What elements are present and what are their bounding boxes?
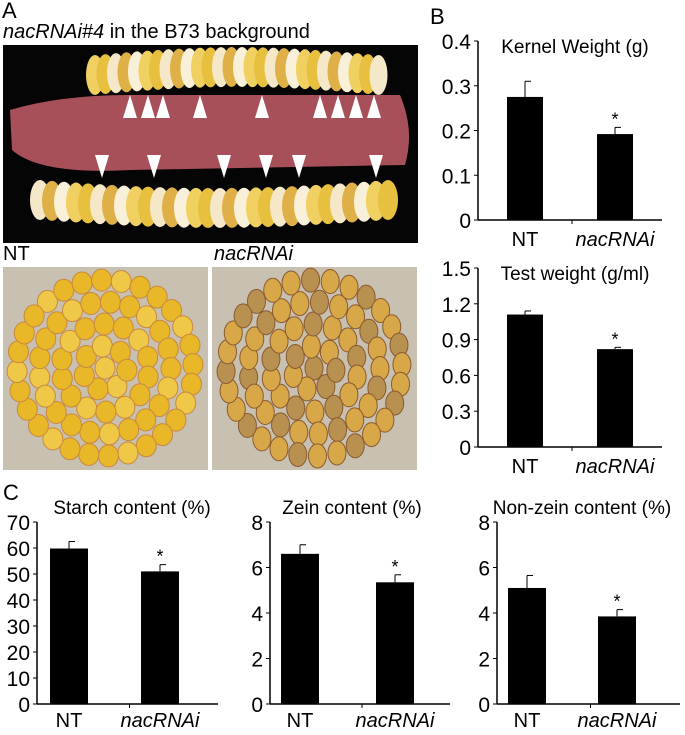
y-tick-label: 0.9 — [442, 330, 471, 353]
y-tick-label: 4 — [478, 603, 490, 626]
x-tick-label: nacRNAi — [578, 710, 657, 732]
y-tick-label: 2 — [478, 649, 490, 672]
chart-0: Kernel Weight (g) 0 0.1 0.2 0.3 0.4 NT * nacRNAi — [442, 31, 662, 251]
chart-1: Test weight (g/ml) 0 0.3 0.6 0.9 1.2 1.5 NT * nac… — [442, 258, 662, 478]
arrowhead-marker — [147, 155, 161, 178]
arrowhead-marker — [156, 95, 170, 118]
arrowhead-marker — [259, 155, 273, 178]
bar-nacRNAi — [141, 571, 179, 704]
bar-nacRNAi — [598, 616, 636, 704]
nacrnai-kernels-photo — [212, 267, 417, 470]
y-tick-label: 20 — [7, 642, 30, 665]
y-tick-label: 40 — [7, 590, 30, 613]
significance-marker: * — [611, 109, 618, 129]
arrowhead-marker — [141, 95, 155, 118]
x-tick-label: NT — [287, 710, 314, 732]
arrowhead-marker — [193, 95, 207, 118]
panel-a-title-italic: nacRNAi#4 — [3, 21, 105, 43]
y-tick-label: 10 — [7, 668, 30, 691]
bar-NT — [508, 587, 546, 704]
arrowhead-marker — [95, 155, 109, 178]
x-tick-label: nacRNAi — [121, 710, 200, 732]
panel-label-a: A — [2, 0, 17, 23]
y-tick-label: 4 — [251, 603, 263, 626]
arrowhead-marker — [349, 95, 363, 118]
significance-marker: * — [391, 557, 398, 577]
chart-title: Starch content (%) — [53, 498, 210, 519]
y-tick-label: 0.3 — [442, 401, 471, 424]
panel-label-b: B — [430, 4, 445, 29]
x-tick-label: NT — [512, 229, 539, 251]
significance-marker: * — [613, 592, 620, 612]
photo-nt-label: NT — [3, 243, 30, 265]
x-tick-label: nacRNAi — [576, 229, 655, 251]
y-tick-label: 0 — [18, 694, 30, 717]
chart-3: Zein content (%) 0 2 4 6 8 NT * nacRNAi — [251, 498, 450, 732]
chart-title: Kernel Weight (g) — [501, 37, 649, 58]
y-tick-label: 60 — [7, 538, 30, 561]
chart-2: Starch content (%) 0 10 20 30 40 50 60 70 NT * nacR… — [7, 498, 218, 732]
y-tick-label: 2 — [251, 649, 263, 672]
chart-title: Test weight (g/ml) — [501, 264, 650, 285]
y-tick-label: 0 — [251, 694, 263, 717]
ear-photo — [3, 45, 418, 243]
y-tick-label: 0 — [459, 437, 471, 460]
bar-nacRNAi — [597, 349, 633, 447]
y-tick-label: 0.2 — [442, 121, 471, 144]
bar-NT — [507, 96, 543, 220]
bar-NT — [507, 314, 543, 447]
y-tick-label: 1.2 — [442, 294, 471, 317]
arrowhead-marker — [367, 95, 381, 118]
significance-marker: * — [611, 329, 618, 349]
arrowhead-marker — [292, 155, 306, 178]
arrowhead-marker — [255, 95, 269, 118]
bar-nacRNAi — [597, 134, 633, 220]
arrowhead-marker — [123, 95, 137, 118]
x-tick-label: NT — [512, 456, 539, 478]
chart-title: Zein content (%) — [282, 498, 421, 519]
significance-marker: * — [156, 547, 163, 567]
panel-label-c: C — [3, 480, 19, 505]
y-tick-label: 50 — [7, 564, 30, 587]
bar-NT — [281, 553, 319, 704]
y-tick-label: 0.4 — [442, 31, 472, 54]
panel-a-title-rest: in the B73 background — [104, 21, 310, 43]
arrowhead-marker — [331, 95, 345, 118]
bar-nacRNAi — [376, 582, 414, 704]
x-tick-label: nacRNAi — [576, 456, 655, 478]
y-tick-label: 0 — [459, 210, 471, 233]
chart-title: Non-zein content (%) — [493, 498, 671, 519]
x-tick-label: NT — [514, 710, 541, 732]
y-tick-label: 6 — [251, 558, 263, 581]
y-tick-label: 0 — [478, 694, 490, 717]
y-tick-label: 8 — [251, 512, 263, 535]
photo-nac-label: nacRNAi — [214, 243, 293, 265]
arrowhead-marker — [313, 95, 327, 118]
x-tick-label: nacRNAi — [356, 710, 435, 732]
y-tick-label: 70 — [7, 512, 30, 535]
nt-kernels-photo — [3, 267, 208, 470]
y-tick-label: 30 — [7, 616, 30, 639]
panel-a-title: nacRNAi#4 in the B73 background — [3, 21, 310, 44]
arrowhead-marker — [369, 155, 383, 178]
y-tick-label: 8 — [478, 512, 490, 535]
y-tick-label: 6 — [478, 558, 490, 581]
x-tick-label: NT — [56, 710, 83, 732]
arrowhead-marker — [217, 155, 231, 178]
y-tick-label: 0.1 — [442, 165, 471, 188]
chart-4: Non-zein content (%) 0 2 4 6 8 NT * nacRNAi — [478, 498, 680, 732]
bar-NT — [50, 548, 88, 704]
y-tick-label: 1.5 — [442, 258, 471, 281]
y-tick-label: 0.3 — [442, 76, 471, 99]
y-tick-label: 0.6 — [442, 365, 471, 388]
